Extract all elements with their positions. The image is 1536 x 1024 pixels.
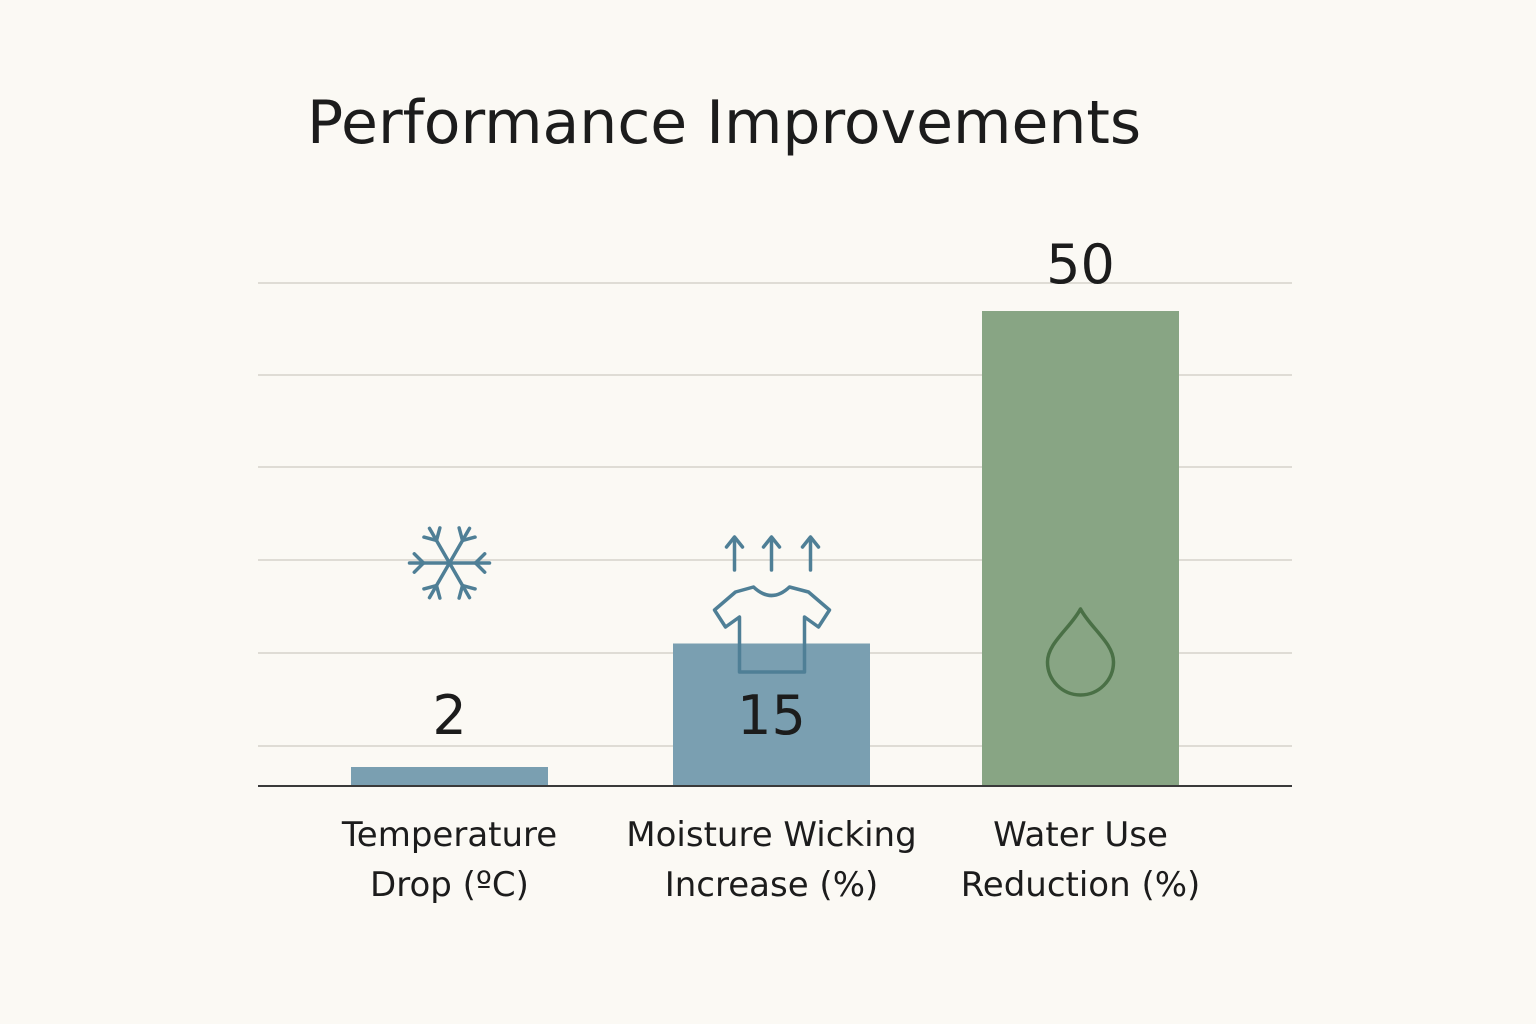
category-label: Water Use: [993, 815, 1168, 855]
bar-2: [673, 643, 870, 786]
chart-title: Performance Improvements: [307, 88, 1142, 158]
water-drop-icon: [1045, 607, 1116, 697]
value-label: 2: [432, 684, 466, 747]
bar-1: [351, 767, 548, 786]
bars: [351, 311, 1179, 786]
value-label: 15: [737, 684, 806, 747]
category-label: Reduction (%): [961, 865, 1201, 905]
category-label: Moisture Wicking: [626, 815, 916, 855]
labels: 2 Temperature Drop (ºC) 15 Moisture Wicking I…: [341, 233, 1201, 905]
category-label: Drop (ºC): [370, 865, 529, 905]
bar-icons: [407, 526, 1116, 697]
value-label: 50: [1046, 233, 1115, 296]
category-label: Increase (%): [665, 865, 879, 905]
shirt-wicking-icon: [712, 535, 832, 674]
bar-3: [982, 311, 1179, 786]
category-label: Temperature: [341, 815, 557, 855]
snowflake-icon: [407, 526, 492, 600]
